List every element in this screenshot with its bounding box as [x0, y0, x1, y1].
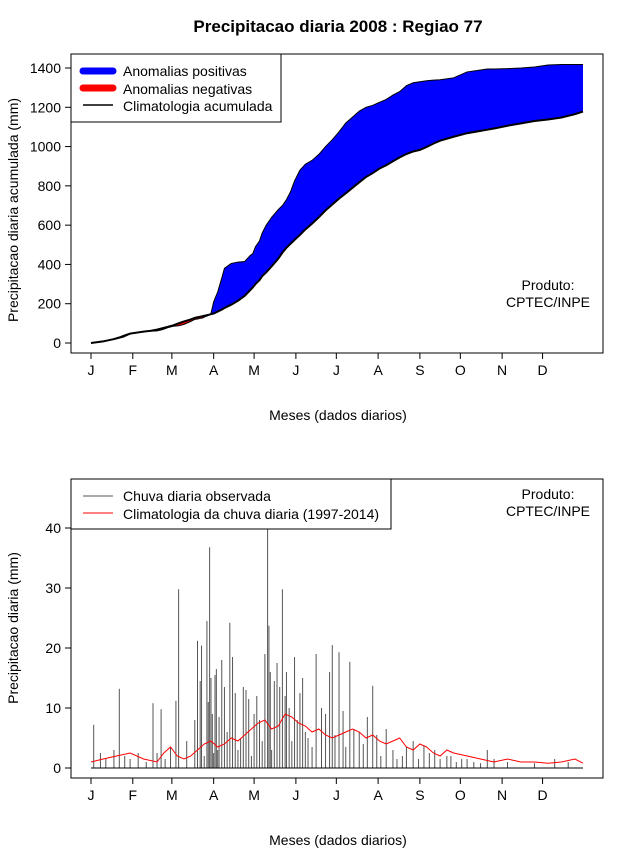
daily-product-note-line1: Produto: — [522, 486, 575, 502]
daily-y-axis-label: Precipitacao diaria (mm) — [5, 552, 21, 704]
legend-label-negative: Anomalias negativas — [123, 81, 252, 97]
daily-legend: Chuva diaria observada Climatologia da c… — [70, 478, 392, 530]
daily-y-axis: 0 10 20 30 40 — [45, 520, 72, 776]
daily-product-note-line2: CPTEC/INPE — [506, 503, 590, 519]
x-tick-label: S — [415, 787, 424, 803]
y-tick-label: 200 — [38, 296, 62, 312]
x-tick-label: M — [166, 787, 178, 803]
legend-label-climatology: Climatologia acumulada — [123, 98, 273, 114]
x-tick-label: D — [537, 362, 547, 378]
x-tick-label: J — [333, 362, 340, 378]
daily-legend-box — [70, 478, 392, 530]
x-tick-label: S — [415, 362, 424, 378]
y-tick-label: 1400 — [30, 60, 61, 76]
x-tick-label: O — [455, 362, 466, 378]
legend-label-daily-climatology: Climatologia da chuva diaria (1997-2014) — [123, 506, 379, 522]
x-tick-label: N — [497, 362, 507, 378]
x-tick-label: J — [88, 362, 95, 378]
x-tick-label: M — [248, 362, 260, 378]
y-tick-label: 20 — [45, 640, 61, 656]
x-tick-label: F — [129, 787, 138, 803]
product-note-line1: Produto: — [522, 277, 575, 293]
chart-title: Precipitacao diaria 2008 : Regiao 77 — [193, 17, 482, 36]
y-tick-label: 0 — [53, 335, 61, 351]
climatology-cumulative-line — [90, 110, 584, 344]
x-tick-label: J — [292, 787, 299, 803]
daily-bars — [93, 528, 569, 768]
daily-plot-area — [90, 528, 584, 769]
x-tick-label: J — [333, 787, 340, 803]
cumulative-plot-area — [90, 63, 584, 344]
x-tick-label: A — [209, 362, 219, 378]
cumulative-legend: Anomalias positivas Anomalias negativas … — [70, 53, 282, 123]
daily-x-axis-label: Meses (dados diarios) — [269, 832, 407, 848]
y-tick-label: 0 — [53, 760, 61, 776]
legend-label-positive: Anomalias positivas — [123, 63, 247, 79]
observed-cumulative-line — [90, 63, 583, 344]
y-tick-label: 30 — [45, 580, 61, 596]
x-tick-label: J — [292, 362, 299, 378]
x-tick-label: N — [497, 787, 507, 803]
y-tick-label: 800 — [38, 178, 62, 194]
x-tick-label: A — [209, 787, 219, 803]
y-tick-label: 600 — [38, 217, 62, 233]
daily-climatology-line — [90, 713, 584, 764]
y-tick-label: 40 — [45, 520, 61, 536]
y-tick-label: 1000 — [30, 139, 61, 155]
y-tick-label: 1200 — [30, 99, 61, 115]
x-tick-label: M — [248, 787, 260, 803]
x-tick-label: O — [455, 787, 466, 803]
x-tick-label: J — [88, 787, 95, 803]
x-tick-label: A — [373, 787, 383, 803]
cumulative-x-axis-label: Meses (dados diarios) — [269, 407, 407, 423]
cumulative-y-axis-label: Precipitacao diaria acumulada (mm) — [5, 98, 21, 322]
cumulative-y-axis: 0 200 400 600 800 1000 1200 1400 — [30, 60, 72, 351]
legend-label-daily-observed: Chuva diaria observada — [123, 488, 271, 504]
x-tick-label: A — [373, 362, 383, 378]
product-note-line2: CPTEC/INPE — [506, 294, 590, 310]
x-tick-label: M — [166, 362, 178, 378]
y-tick-label: 400 — [38, 256, 62, 272]
x-tick-label: F — [129, 362, 138, 378]
x-tick-label: D — [537, 787, 547, 803]
y-tick-label: 10 — [45, 700, 61, 716]
